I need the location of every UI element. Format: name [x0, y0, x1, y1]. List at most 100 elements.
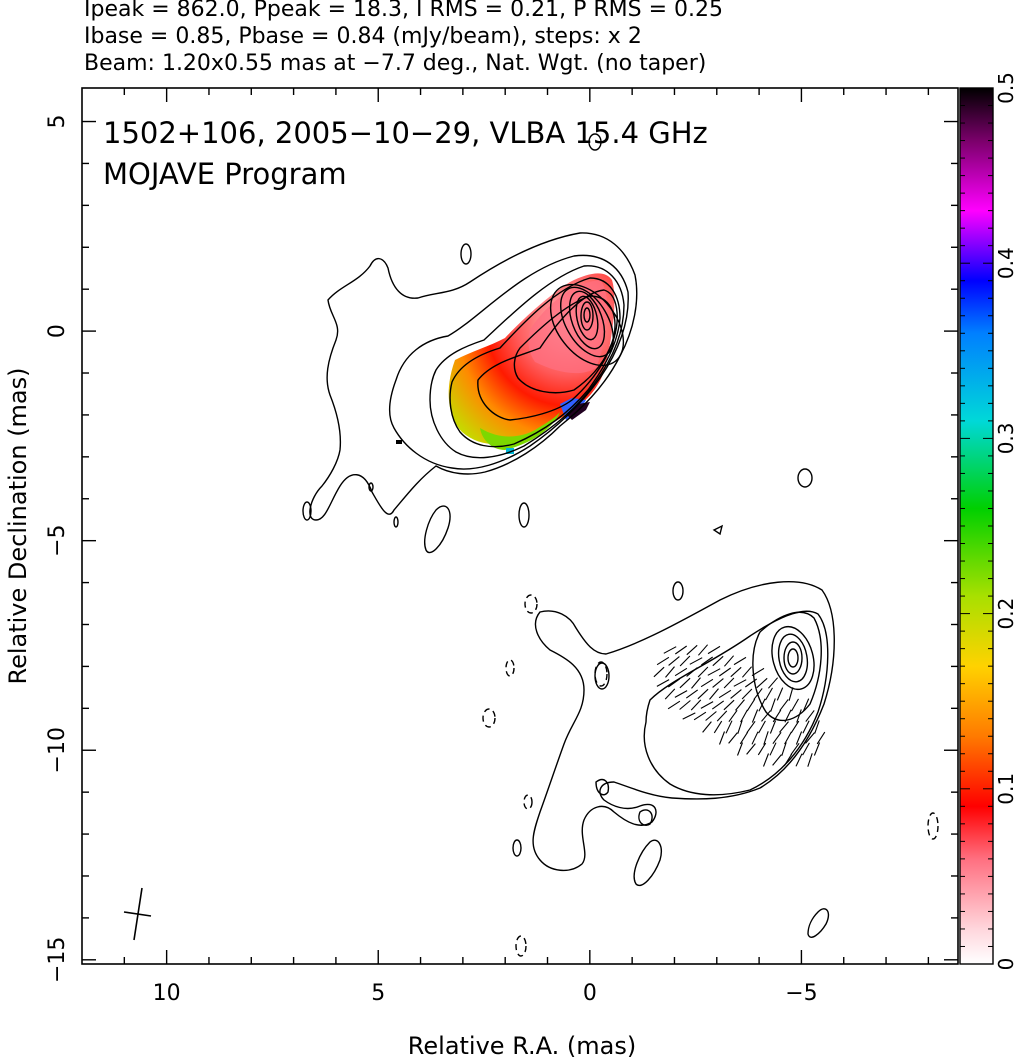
evpa-stick	[700, 656, 714, 666]
evpa-stick	[784, 731, 792, 745]
evpa-stick	[733, 679, 747, 687]
polarization-upper-pink	[528, 280, 608, 374]
y-tick-label: −5	[45, 524, 70, 556]
neg-contour-4	[523, 794, 533, 810]
evpa-stick	[814, 720, 820, 734]
colorbar-tick-label: 0.3	[994, 422, 1018, 454]
contour-outer-lower	[532, 581, 835, 871]
evpa-stick	[697, 644, 709, 656]
colorbar-axis: 0 0.1 0.2 0.3 0.4 0.5	[960, 72, 1018, 970]
contour-7-core	[549, 283, 625, 367]
evpa-stick	[776, 687, 784, 701]
evpa-stick	[761, 710, 771, 722]
evpa-stick	[689, 657, 703, 665]
x-axis: 10 5 0 −5	[123, 88, 930, 1006]
blob-lower-3	[638, 809, 653, 826]
y-tick-label: 5	[45, 115, 70, 129]
evpa-stick	[713, 720, 723, 734]
contour-11-core	[580, 301, 594, 331]
evpa-stick	[686, 644, 698, 656]
blob-right-2	[712, 524, 724, 536]
evpa-stick	[765, 687, 773, 701]
evpa-stick	[744, 678, 758, 688]
evpa-stick	[716, 710, 728, 722]
neg-contour-6	[515, 935, 527, 957]
evpa-stick	[790, 742, 800, 756]
colorbar-tick-label: 0.5	[994, 72, 1018, 104]
y-tick-label: 0	[45, 324, 70, 338]
evpa-stick	[709, 688, 719, 700]
blob-lower-6	[807, 908, 830, 938]
contour-8-core	[559, 286, 615, 358]
colorbar-tick-label: 0	[994, 958, 1018, 971]
evpa-stick	[679, 700, 691, 710]
evpa-stick	[805, 710, 815, 722]
y-axis: 5 0 −5 −10 −15	[45, 115, 958, 983]
evpa-stick	[723, 677, 735, 689]
evpa-stick	[757, 742, 767, 756]
evpa-stick	[707, 645, 721, 655]
polarization-cyan-speck	[506, 448, 514, 454]
x-tick-label: −5	[785, 981, 817, 1006]
evpa-stick	[746, 720, 756, 734]
evpa-stick	[772, 731, 782, 745]
evpa-stick	[753, 688, 763, 700]
contour-6-core	[513, 295, 616, 394]
evpa-stick	[783, 753, 793, 767]
blob-mid	[518, 502, 530, 528]
evpa-stick	[735, 699, 745, 711]
evpa-stick	[791, 698, 799, 712]
evpa-stick	[711, 700, 725, 710]
evpa-stick	[762, 753, 770, 767]
evpa-stick	[741, 666, 753, 678]
evpa-stick	[656, 656, 670, 666]
evpa-stick	[668, 656, 680, 666]
evpa-stick	[674, 667, 688, 677]
evpa-stick	[795, 731, 803, 745]
x-tick-label: 5	[371, 981, 385, 1006]
contour-2-lower	[643, 610, 829, 796]
evpa-stick	[723, 655, 735, 667]
evpa-stick	[805, 732, 815, 744]
contour-12-core	[583, 307, 591, 323]
evpa-stick	[746, 743, 756, 755]
evpa-stick	[685, 689, 699, 699]
contour-9-core	[568, 290, 606, 350]
neg-contour-1	[524, 594, 538, 614]
evpa-stick	[712, 655, 724, 667]
intensity-contours-lower	[482, 581, 939, 957]
evpa-stick	[674, 645, 688, 655]
evpa-stick	[707, 668, 721, 676]
evpa-stick	[746, 698, 756, 712]
evpa-stick	[700, 678, 714, 688]
evpa-stick	[816, 731, 826, 745]
intensity-contours-core	[302, 133, 813, 601]
x-axis-label: Relative R.A. (mas)	[408, 1032, 636, 1060]
blob-left-small	[368, 482, 374, 492]
contour-5-lower	[777, 633, 809, 683]
evpa-stick	[723, 699, 735, 711]
evpa-stick	[691, 677, 701, 689]
header-line-3: Beam: 1.20x0.55 mas at −7.7 deg., Nat. W…	[84, 51, 707, 76]
map-title: 1502+106, 2005−10−29, VLBA 15.4 GHz	[103, 116, 708, 150]
neg-contour-3	[482, 708, 496, 728]
evpa-stick	[751, 667, 765, 677]
contour-outer-core	[309, 232, 638, 521]
evpa-stick	[656, 679, 670, 687]
evpa-stick	[712, 678, 724, 688]
colorbar-tick-label: 0.1	[994, 773, 1018, 805]
evpa-stick	[705, 711, 717, 721]
polarization-color-image	[448, 273, 615, 454]
evpa-stick	[679, 655, 691, 667]
evpa-stick	[700, 701, 714, 709]
neg-contour-5	[927, 812, 939, 840]
header-line-2: Ibase = 0.85, Pbase = 0.84 (mJy/beam), s…	[84, 24, 642, 49]
plot-frame	[81, 87, 959, 965]
beam-minor-axis	[123, 911, 152, 917]
evpa-stick	[779, 721, 789, 733]
contour-4-lower	[771, 625, 815, 691]
evpa-stick	[697, 688, 709, 700]
evpa-stick	[796, 709, 802, 723]
contour-2-core	[388, 254, 629, 470]
colorbar-tick-label: 0.4	[994, 247, 1018, 279]
